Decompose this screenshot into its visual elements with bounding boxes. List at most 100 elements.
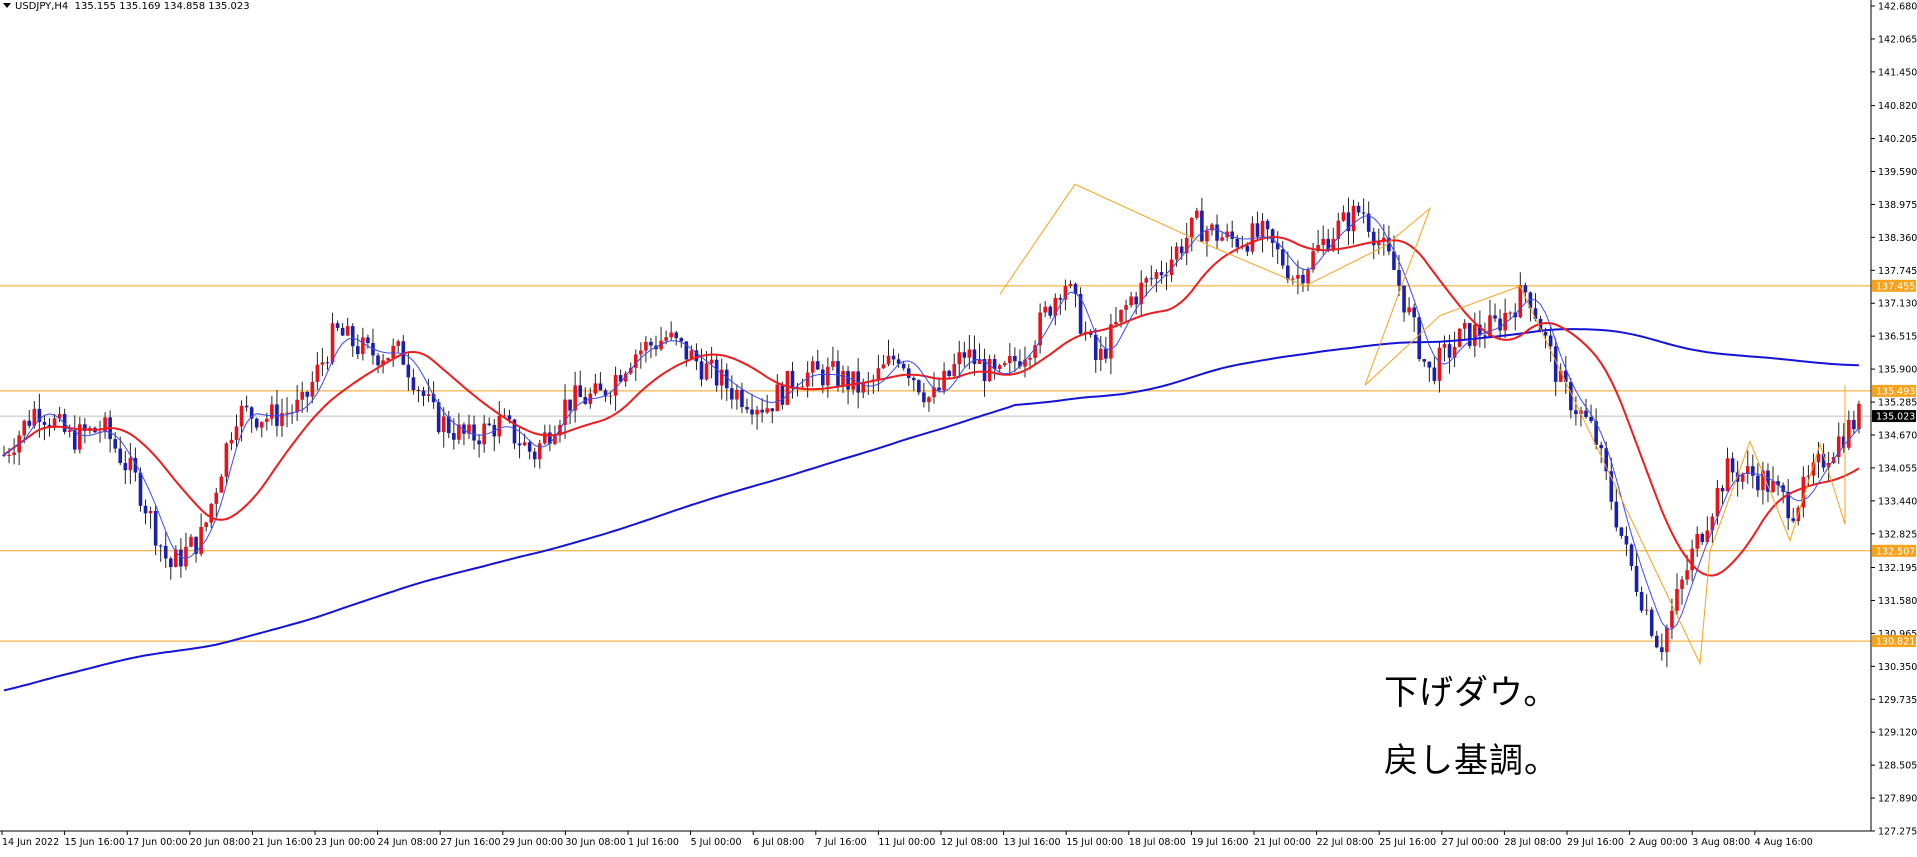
candle-bull xyxy=(1129,296,1133,306)
candle-bull xyxy=(224,443,229,477)
ma-fast-line xyxy=(3,215,1860,630)
candle-bear xyxy=(1730,458,1735,473)
x-tick-label: 7 Jul 16:00 xyxy=(816,837,867,848)
candle-bear xyxy=(730,388,734,400)
candle-bear xyxy=(1018,361,1022,367)
candle-bear xyxy=(153,510,158,546)
candle-bear xyxy=(815,361,820,370)
y-axis: 142.680 142.065 141.450 140.820 140.205 139.5… xyxy=(1870,0,1917,838)
candle-bull xyxy=(1558,370,1563,382)
candle-bull xyxy=(1038,312,1042,346)
candle-bull xyxy=(32,408,37,426)
candle-bear xyxy=(922,392,926,403)
candle-bear xyxy=(1134,296,1138,305)
candle-bear xyxy=(487,423,492,426)
candle-bull xyxy=(426,394,431,396)
candle-bull xyxy=(1675,589,1679,611)
collapse-triangle-icon[interactable] xyxy=(3,3,11,8)
candle-bear xyxy=(1356,205,1361,213)
candle-bull xyxy=(977,359,982,365)
candle-bear xyxy=(1397,269,1401,286)
candle-bull xyxy=(1174,246,1179,260)
annotation-pullback: 戻し基調。 xyxy=(1384,741,1559,781)
y-tick-label: 129.120 xyxy=(1878,728,1917,739)
candle-bear xyxy=(1609,471,1614,502)
current-price-tag xyxy=(1872,410,1916,423)
candle-bull xyxy=(1836,436,1841,458)
candle-bear xyxy=(1215,224,1219,241)
candle-bull xyxy=(1098,348,1103,360)
candle-bear xyxy=(123,463,128,471)
candle-bull xyxy=(128,457,133,471)
candle-bear xyxy=(760,409,764,413)
candle-bull xyxy=(1816,453,1821,463)
candle-bear xyxy=(168,558,173,568)
x-tick-label: 18 Jul 08:00 xyxy=(1129,837,1186,848)
candle-bull xyxy=(204,522,208,527)
candle-bull xyxy=(1690,548,1694,571)
candle-bear xyxy=(911,377,916,381)
candle-bull xyxy=(765,408,770,413)
x-tick-label: 11 Jul 00:00 xyxy=(878,837,935,848)
candle-bull xyxy=(861,381,866,393)
y-tick-label: 133.440 xyxy=(1878,496,1917,507)
candle-bear xyxy=(1756,475,1760,491)
level-price-tag-label: 132.507 xyxy=(1876,546,1915,557)
candle-bear xyxy=(158,545,163,547)
candle-bull xyxy=(841,371,845,387)
candle-bull xyxy=(234,426,239,440)
candle-bull xyxy=(633,354,638,368)
candle-bear xyxy=(982,359,987,382)
candle-bull xyxy=(1220,237,1224,241)
candle-bull xyxy=(1801,476,1806,508)
candle-bull xyxy=(639,350,643,355)
candle-bear xyxy=(1574,410,1578,415)
candle-bull xyxy=(1184,237,1189,254)
candle-bull xyxy=(997,365,1002,369)
candle-bull xyxy=(942,370,946,391)
candle-bear xyxy=(118,448,123,464)
candle-bull xyxy=(1579,410,1583,415)
candle-bear xyxy=(37,408,42,423)
candles xyxy=(2,197,1861,668)
candle-bear xyxy=(42,422,47,425)
candle-bull xyxy=(12,452,16,455)
candle-bear xyxy=(1553,346,1558,382)
y-tick-label: 130.350 xyxy=(1878,662,1917,673)
candle-bear xyxy=(1392,251,1396,270)
candle-bull xyxy=(608,395,613,397)
candle-bear xyxy=(992,358,997,369)
candle-bull xyxy=(927,397,931,403)
candle-bear xyxy=(1751,466,1755,476)
candle-bull xyxy=(1296,274,1300,279)
candle-bear xyxy=(1584,410,1588,418)
ohlc-readout: 135.155 135.169 134.858 135.023 xyxy=(74,1,250,12)
candle-bull xyxy=(1382,237,1386,242)
candle-bear xyxy=(1093,334,1098,360)
candle-bear xyxy=(1569,381,1573,411)
candle-bear xyxy=(421,390,426,396)
symbol-label: USDJPY,H4 xyxy=(15,1,69,12)
level-price-tag xyxy=(1872,635,1916,648)
x-tick-label: 14 Jun 2022 xyxy=(2,837,59,848)
candle-bear xyxy=(603,390,608,397)
chart-header: USDJPY,H4 135.155 135.169 134.858 135.02… xyxy=(3,1,250,13)
x-tick-label: 22 Jul 08:00 xyxy=(1317,837,1374,848)
candle-bear xyxy=(1265,220,1270,230)
candle-bear xyxy=(366,337,370,344)
candle-bear xyxy=(472,424,476,441)
candle-bear xyxy=(1624,535,1629,545)
candle-bear xyxy=(275,404,279,426)
candle-bull xyxy=(1771,481,1775,492)
candle-bear xyxy=(1245,245,1250,252)
candle-bull xyxy=(719,369,724,386)
candle-bull xyxy=(1715,487,1720,517)
candle-bear xyxy=(1791,518,1796,522)
candle-bull xyxy=(689,350,694,360)
candle-bear xyxy=(325,362,330,364)
candle-bull xyxy=(270,404,274,419)
candle-bear xyxy=(699,361,704,380)
candle-bull xyxy=(1695,533,1700,549)
y-tick-label: 129.735 xyxy=(1878,695,1917,706)
